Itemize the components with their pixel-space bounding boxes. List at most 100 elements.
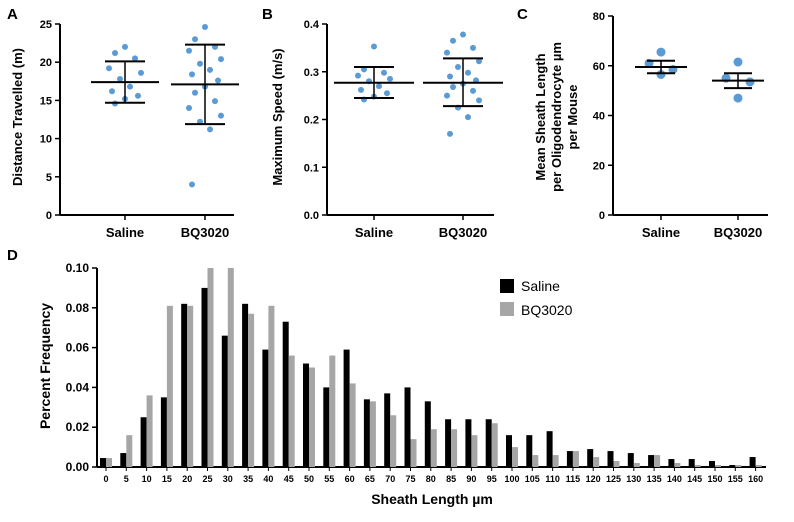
- bar-bq3020: [248, 313, 255, 467]
- data-point: [656, 47, 666, 57]
- bar-bq3020: [349, 383, 356, 467]
- bar-bq3020: [207, 268, 214, 467]
- y-tick-label: 0.00: [66, 460, 90, 474]
- panel-label-d: D: [7, 247, 18, 264]
- bar-bq3020: [694, 465, 701, 467]
- data-point: [447, 130, 453, 137]
- data-point: [376, 83, 382, 90]
- y-tick-label: 20: [40, 57, 52, 69]
- data-point: [450, 37, 456, 44]
- data-point: [197, 60, 203, 67]
- data-point: [476, 58, 482, 65]
- y-tick-label: 0.02: [66, 420, 90, 434]
- bar-bq3020: [552, 455, 559, 467]
- x-tick-label: Saline: [642, 225, 680, 240]
- y-tick-label: 60: [593, 61, 605, 73]
- bar-bq3020: [755, 465, 762, 467]
- bar-saline: [709, 461, 715, 467]
- bar-saline: [749, 457, 756, 467]
- data-point: [355, 72, 361, 79]
- bar-bq3020: [633, 463, 640, 467]
- x-tick-label: 25: [202, 474, 212, 484]
- x-tick-label: 95: [487, 474, 497, 484]
- x-tick-label: 60: [345, 474, 355, 484]
- x-tick-label: 90: [466, 474, 476, 484]
- x-tick-label: 50: [304, 474, 314, 484]
- y-tick-label: 5: [46, 172, 52, 184]
- bar-bq3020: [532, 455, 539, 467]
- x-tick-label: BQ3020: [181, 225, 229, 240]
- x-tick-label: 115: [566, 474, 581, 484]
- bar-bq3020: [451, 429, 458, 467]
- y-tick-label: 0.1: [304, 162, 319, 174]
- bar-bq3020: [329, 355, 336, 467]
- data-point: [127, 83, 133, 90]
- x-tick-label: 40: [263, 474, 273, 484]
- bar-saline: [607, 451, 614, 467]
- bar-bq3020: [715, 465, 721, 467]
- data-point: [186, 105, 192, 112]
- y-axis-title-d: Percent Frequency: [37, 303, 53, 429]
- bar-saline: [424, 401, 431, 467]
- bar-bq3020: [187, 305, 194, 467]
- bar-bq3020: [593, 457, 600, 467]
- x-tick-label: 160: [748, 474, 763, 484]
- bar-saline: [140, 417, 147, 467]
- bar-bq3020: [471, 435, 478, 467]
- x-axis-title-d: Sheath Length µm: [371, 491, 493, 507]
- legend-label-saline: Saline: [521, 278, 560, 294]
- y-tick-label: 15: [40, 95, 52, 107]
- panel-label-a: A: [7, 6, 18, 23]
- bar-bq3020: [309, 367, 315, 467]
- legend-swatch-bq3020: [500, 302, 514, 316]
- bar-saline: [526, 435, 533, 467]
- bar-bq3020: [166, 305, 173, 467]
- x-tick-label: 130: [626, 474, 641, 484]
- x-tick-label: BQ3020: [714, 225, 762, 240]
- bar-bq3020: [126, 435, 133, 467]
- bar-saline: [100, 458, 106, 467]
- x-tick-label: 5: [124, 474, 129, 484]
- bar-saline: [201, 287, 208, 467]
- panel-c-plot: 0 20 40 60 80 Saline BQ3020: [593, 11, 768, 240]
- x-tick-label: 55: [324, 474, 334, 484]
- x-tick-label: 70: [385, 474, 395, 484]
- bar-saline: [627, 453, 634, 467]
- x-tick-label: 20: [182, 474, 192, 484]
- data-point: [745, 77, 755, 87]
- data-point: [476, 97, 482, 104]
- data-point: [450, 84, 456, 91]
- bar-bq3020: [106, 458, 112, 467]
- bar-bq3020: [410, 439, 417, 467]
- panel-a-plot: 0 5 10 15 20 25 Saline BQ3020: [40, 19, 239, 240]
- x-tick-label: 105: [525, 474, 540, 484]
- bar-bq3020: [390, 415, 397, 467]
- y-tick-label: 20: [593, 160, 605, 172]
- data-point: [207, 126, 213, 133]
- y-tick-label: 0.3: [304, 67, 319, 79]
- data-point: [381, 69, 387, 76]
- bar-saline: [506, 435, 512, 467]
- bar-bq3020: [491, 423, 498, 467]
- data-point: [218, 112, 224, 119]
- data-point: [387, 75, 393, 82]
- data-point: [192, 36, 198, 43]
- bar-bq3020: [369, 401, 376, 467]
- bar-bq3020: [430, 429, 437, 467]
- bar-saline: [648, 455, 655, 467]
- panel-b-plot: 0.0 0.1 0.2 0.3 0.4 Saline BQ3020: [304, 19, 503, 240]
- panel-d-plot: 0.00 0.02 0.04 0.06 0.08 0.10 0 5 10 15 20 25 30 35 40…: [66, 261, 766, 484]
- bar-saline: [465, 419, 472, 467]
- y-tick-label: 0.4: [304, 19, 320, 31]
- data-point: [465, 114, 471, 121]
- data-point: [733, 93, 743, 103]
- y-tick-label: 0.04: [66, 380, 90, 394]
- data-point: [202, 24, 208, 31]
- data-point: [189, 71, 195, 78]
- y-tick-label: 0.06: [66, 341, 90, 355]
- y-tick-label: 25: [40, 19, 52, 31]
- x-tick-label: Saline: [355, 225, 393, 240]
- bar-saline: [242, 303, 249, 467]
- y-axis-title-c-line-2: per Oligodendrocyte µm: [549, 42, 564, 192]
